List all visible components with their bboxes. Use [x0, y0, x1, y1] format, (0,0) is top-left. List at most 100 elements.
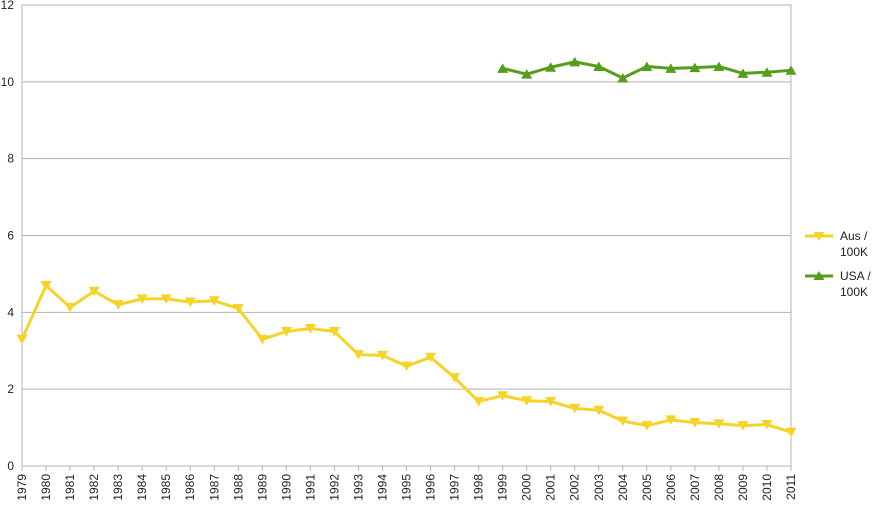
data-point-aus-2003: [593, 405, 605, 416]
legend-label-usa-line1: USA /: [840, 269, 871, 283]
data-point-aus-1985: [160, 294, 172, 304]
data-point-aus-1988: [232, 303, 244, 314]
x-tick-label-2010: 2010: [760, 474, 774, 501]
x-tick-label-1994: 1994: [375, 474, 389, 501]
x-axis-ticks: 1979 1980 1981 1982 1983 1984 1985 1986 1987 1988…: [15, 466, 798, 501]
data-point-aus-2004: [617, 416, 629, 427]
y-tick-label-10: 10: [1, 75, 15, 89]
data-point-aus-1996: [425, 352, 437, 363]
x-tick-label-2004: 2004: [616, 474, 630, 501]
x-tick-label-2008: 2008: [712, 474, 726, 501]
x-tick-label-1995: 1995: [400, 474, 414, 501]
data-point-aus-1986: [184, 297, 196, 307]
data-point-aus-2008: [713, 419, 725, 429]
legend-marker-aus: [813, 232, 825, 241]
x-tick-label-1984: 1984: [135, 474, 149, 501]
x-tick-label-2003: 2003: [592, 474, 606, 501]
gridlines: [22, 81, 791, 390]
data-point-usa-2000: [521, 69, 533, 79]
x-tick-label-1990: 1990: [279, 474, 293, 501]
data-point-usa-2009: [737, 68, 749, 78]
data-point-usa-2005: [641, 61, 653, 71]
x-tick-label-1993: 1993: [351, 474, 365, 501]
y-tick-label-0: 0: [7, 459, 14, 473]
data-point-aus-1993: [352, 350, 364, 360]
legend-label-usa-line2: 100K: [840, 285, 868, 299]
x-tick-label-2009: 2009: [736, 474, 750, 501]
x-tick-label-2001: 2001: [544, 474, 558, 501]
x-tick-label-2011: 2011: [784, 474, 798, 500]
legend-marker-usa: [813, 271, 825, 280]
data-point-aus-1989: [256, 334, 268, 345]
data-point-aus-1983: [112, 300, 124, 310]
data-point-aus-1998: [473, 396, 485, 407]
data-point-usa-2010: [761, 67, 773, 77]
x-tick-label-1979: 1979: [15, 474, 29, 501]
x-tick-label-1992: 1992: [327, 474, 341, 501]
data-point-aus-1979: [16, 334, 28, 345]
data-point-aus-1991: [304, 323, 316, 334]
y-tick-label-2: 2: [7, 382, 14, 396]
data-point-aus-1984: [136, 294, 148, 304]
data-point-usa-2007: [689, 62, 701, 73]
x-tick-label-1988: 1988: [231, 474, 245, 501]
legend-label-aus-line1: Aus /: [840, 229, 868, 243]
data-point-aus-1982: [88, 286, 100, 297]
data-point-usa-2006: [665, 63, 677, 73]
legend-label-aus-line2: 100K: [840, 245, 868, 259]
y-tick-label-6: 6: [7, 229, 14, 243]
legend: Aus / 100K USA / 100K: [805, 229, 871, 299]
x-tick-label-2000: 2000: [520, 474, 534, 501]
x-tick-label-1980: 1980: [39, 474, 53, 501]
data-point-aus-1992: [328, 327, 340, 337]
data-point-aus-1987: [208, 296, 220, 306]
y-tick-label-12: 12: [1, 0, 15, 12]
data-point-aus-1981: [64, 302, 76, 313]
data-point-aus-2011: [785, 427, 797, 438]
x-tick-label-1987: 1987: [207, 474, 221, 501]
legend-item-usa: USA / 100K: [805, 269, 871, 299]
x-tick-label-1982: 1982: [87, 474, 101, 501]
data-point-usa-2008: [713, 61, 725, 71]
data-point-aus-2005: [641, 421, 653, 431]
data-point-usa-2011: [785, 65, 797, 75]
x-tick-label-1997: 1997: [448, 474, 462, 501]
x-tick-label-2007: 2007: [688, 474, 702, 501]
x-tick-label-1998: 1998: [472, 474, 486, 501]
data-point-usa-2004: [617, 72, 629, 83]
data-point-aus-1997: [449, 373, 461, 383]
data-point-aus-1990: [280, 327, 292, 337]
data-point-aus-1980: [40, 280, 52, 291]
y-tick-label-4: 4: [7, 305, 14, 319]
legend-item-aus: Aus / 100K: [805, 229, 868, 259]
data-point-aus-1995: [401, 361, 412, 372]
data-point-aus-2007: [689, 418, 701, 428]
x-tick-label-1986: 1986: [183, 474, 197, 501]
data-point-aus-2001: [545, 396, 557, 407]
data-point-aus-2009: [737, 421, 749, 431]
data-point-usa-2001: [545, 62, 557, 72]
x-tick-label-1999: 1999: [496, 474, 510, 501]
x-tick-label-2002: 2002: [568, 474, 582, 501]
data-point-aus-2010: [761, 420, 773, 430]
data-point-usa-2003: [593, 61, 605, 71]
x-tick-label-1983: 1983: [111, 474, 125, 501]
x-tick-label-1996: 1996: [424, 474, 438, 501]
data-point-aus-2006: [665, 415, 677, 425]
data-point-usa-1999: [497, 63, 509, 73]
data-point-usa-2002: [569, 56, 581, 67]
x-tick-label-2006: 2006: [664, 474, 678, 501]
y-axis-ticks: 0 2 4 6 8 10 12: [1, 0, 15, 473]
x-tick-label-2005: 2005: [640, 474, 654, 501]
x-tick-label-1985: 1985: [159, 474, 173, 501]
data-point-aus-1994: [376, 350, 388, 361]
data-point-aus-2000: [521, 396, 533, 406]
x-tick-label-1989: 1989: [255, 474, 269, 501]
x-tick-label-1991: 1991: [303, 474, 317, 501]
x-tick-label-1981: 1981: [63, 474, 77, 501]
data-point-aus-1999: [497, 391, 509, 401]
data-point-aus-2002: [569, 403, 581, 414]
series-group: [16, 56, 797, 438]
y-tick-label-8: 8: [7, 152, 14, 166]
